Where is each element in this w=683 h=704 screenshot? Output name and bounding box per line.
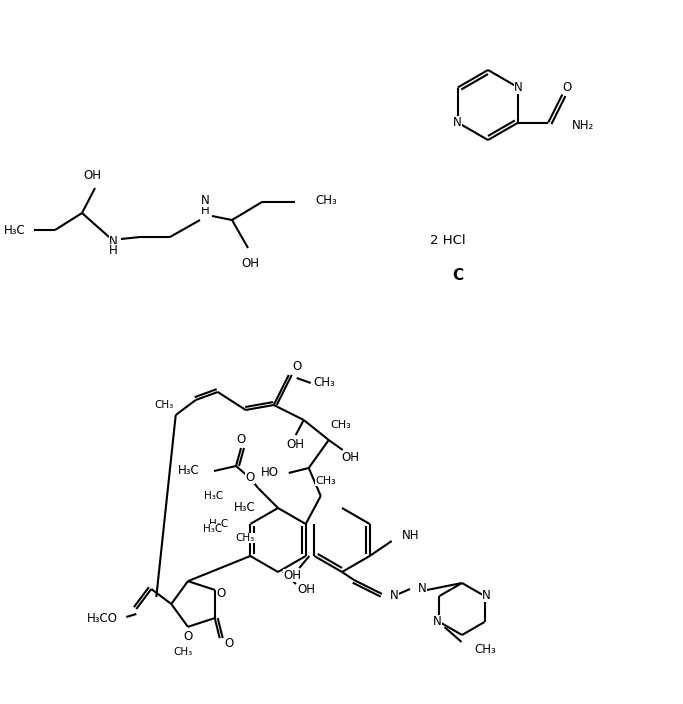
Text: N: N	[418, 582, 427, 596]
Text: N: N	[109, 234, 117, 248]
Text: NH: NH	[402, 529, 419, 543]
Text: H₃C: H₃C	[178, 465, 200, 477]
Text: H₃CO: H₃CO	[87, 612, 118, 625]
Text: CH₃: CH₃	[331, 420, 351, 430]
Text: H: H	[201, 203, 210, 217]
Text: N: N	[201, 194, 210, 206]
Text: H₃C: H₃C	[234, 501, 256, 515]
Text: H: H	[109, 244, 117, 256]
Text: OH: OH	[83, 168, 101, 182]
Text: HO: HO	[261, 467, 279, 479]
Text: O: O	[224, 636, 234, 650]
Text: OH: OH	[283, 570, 301, 582]
Text: CH₃: CH₃	[315, 194, 337, 206]
Text: N: N	[390, 589, 399, 603]
Text: 2 HCl: 2 HCl	[430, 234, 466, 246]
Text: CH₃: CH₃	[313, 377, 335, 389]
Text: CH₃: CH₃	[475, 643, 497, 657]
Text: H₃C: H₃C	[203, 524, 222, 534]
Text: CH₃: CH₃	[236, 533, 255, 543]
Text: CH₃: CH₃	[154, 400, 173, 410]
Text: N: N	[433, 615, 442, 629]
Text: O: O	[245, 472, 255, 484]
Text: N: N	[454, 116, 462, 129]
Text: O: O	[563, 81, 572, 94]
Text: NH₂: NH₂	[572, 119, 595, 132]
Text: C: C	[452, 268, 463, 282]
Text: CH₃: CH₃	[173, 647, 193, 657]
Text: O: O	[292, 360, 301, 374]
Text: OH: OH	[297, 584, 315, 596]
Text: CH₃: CH₃	[316, 476, 336, 486]
Text: H₃C: H₃C	[4, 223, 26, 237]
Text: H₃C: H₃C	[204, 491, 223, 501]
Text: O: O	[216, 587, 225, 601]
Text: OH: OH	[287, 439, 305, 451]
Text: OH: OH	[241, 256, 259, 270]
Text: O: O	[183, 630, 193, 643]
Text: N: N	[482, 589, 491, 603]
Text: OH: OH	[342, 451, 360, 465]
Text: H₃C: H₃C	[209, 519, 228, 529]
Text: O: O	[236, 434, 246, 446]
Text: N: N	[514, 81, 522, 94]
